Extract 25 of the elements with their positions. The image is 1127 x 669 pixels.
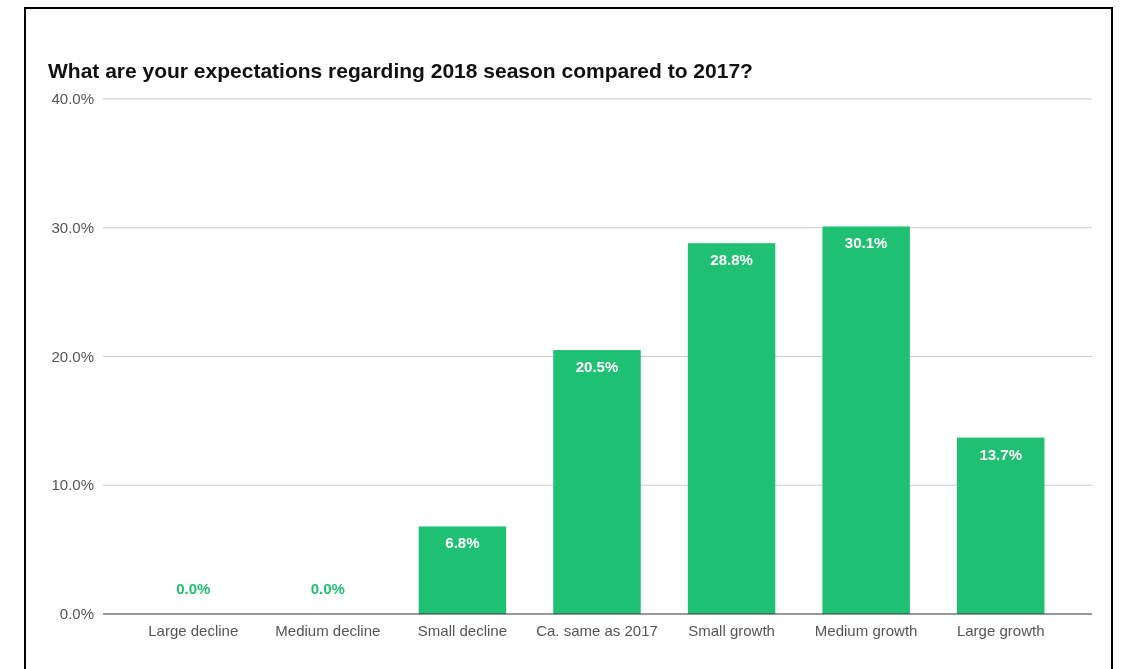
data-label: 13.7% (979, 445, 1022, 463)
bar (956, 437, 1045, 614)
y-tick-label: 0.0% (59, 605, 94, 622)
x-tick-label: Small decline (417, 622, 508, 639)
x-tick-label: Medium decline (275, 622, 381, 639)
x-tick-label: Small growth (688, 622, 775, 639)
chart-title: What are your expectations regarding 2018 season compared to 2017? (48, 59, 753, 82)
data-label: 0.0% (310, 580, 345, 597)
x-tick-label: Ca. same as 2017 (536, 622, 658, 639)
x-tick-label: Medium growth (814, 622, 918, 639)
bar (687, 243, 776, 614)
bar (418, 526, 507, 614)
data-label: 6.8% (445, 534, 480, 552)
y-tick-label: 30.0% (51, 218, 94, 236)
data-label: 0.0% (176, 580, 211, 597)
data-label: 28.8% (710, 251, 753, 269)
x-tick-label: Large decline (148, 622, 239, 639)
y-tick-label: 40.0% (51, 90, 94, 107)
y-tick-label: 20.0% (51, 347, 94, 365)
y-tick-label: 10.0% (51, 476, 94, 494)
data-label: 20.5% (575, 358, 619, 376)
bar (822, 226, 910, 614)
bar (553, 350, 641, 614)
x-tick-label: Large growth (956, 622, 1045, 639)
data-label: 30.1% (844, 234, 888, 252)
